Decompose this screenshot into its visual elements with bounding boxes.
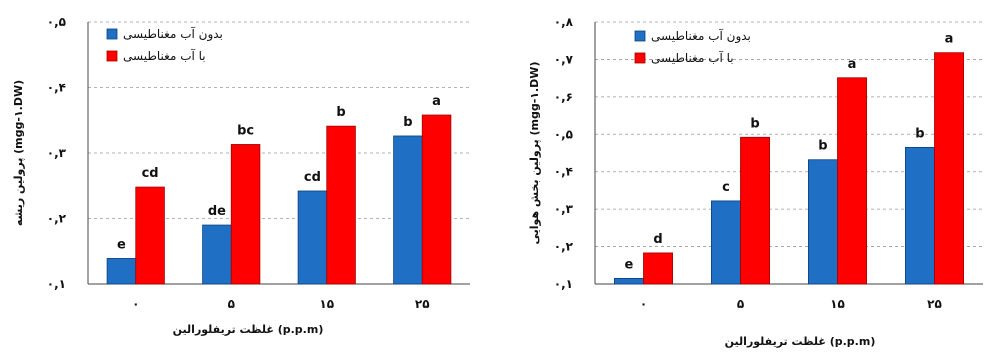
data-labels: e d c b b a b a [625, 32, 954, 273]
bar-without-magnetic-water [297, 190, 328, 285]
bar-data-label: b [915, 126, 924, 141]
y-axis-label: پرولین ریشه (mgg-۱.DW) [12, 80, 25, 226]
x-tick-label: ۵ [737, 297, 744, 311]
bar-data-label: b [818, 139, 827, 154]
bar-data-label: d [653, 232, 662, 247]
bar-data-label: a [432, 94, 441, 109]
bar-without-magnetic-water [807, 159, 838, 285]
bar-data-label: de [208, 204, 226, 219]
bar-data-label: bc [237, 123, 254, 138]
bar-data-label: e [625, 257, 634, 272]
tick-labels: ۰,۱ ۰,۲ ۰,۳ ۰,۴ ۰,۵ ۰ ۵ ۱۵ ۲۵ [47, 15, 430, 311]
bar-without-magnetic-water [106, 258, 137, 285]
y-tick-label: ۰,۲ [554, 240, 574, 254]
bar-with-magnetic-water [934, 52, 965, 285]
chart-root-proline: e cd de bc cd b b a ۰,۱ ۰,۲ ۰,۳ ۰,۴ ۰,۵ ۰ ۵ ۱۵ ۲۵ بدون … [12, 15, 470, 336]
bar-data-label: b [336, 105, 345, 120]
bars [614, 52, 965, 285]
x-axis-label: غلظت تریفلورالین (p.p.m) [173, 323, 324, 336]
gridlines [595, 21, 983, 247]
data-labels: e cd de bc cd b b a [117, 94, 441, 252]
bar-without-magnetic-water [202, 224, 232, 285]
x-tick-label: ۱۵ [319, 297, 334, 311]
legend-label: با آب مغناطیسی [651, 50, 734, 65]
legend-label: با آب مغناطیسی [123, 48, 206, 63]
x-tick-label: ۰ [132, 297, 139, 311]
y-tick-label: ۰,۴ [554, 165, 573, 179]
bars [106, 114, 452, 285]
bar-without-magnetic-water [710, 200, 741, 285]
y-tick-label: ۰,۱ [47, 277, 66, 291]
y-tick-label: ۰,۳ [47, 146, 67, 160]
bar-data-label: a [945, 32, 954, 47]
legend-label: بدون آب مغناطیسی [651, 28, 751, 44]
legend-swatch [106, 28, 118, 40]
bar-data-label: b [403, 115, 412, 130]
bar-without-magnetic-water [904, 146, 935, 285]
y-tick-label: ۰,۴ [47, 81, 66, 95]
bar-data-label: cd [142, 166, 159, 181]
legend-swatch [634, 52, 646, 64]
bar-with-magnetic-water [421, 114, 452, 285]
y-tick-label: ۰,۸ [554, 15, 574, 29]
bar-with-magnetic-water [740, 136, 771, 285]
y-tick-label: ۰,۷ [554, 52, 574, 66]
x-tick-label: ۰ [640, 297, 647, 311]
bar-without-magnetic-water [614, 277, 644, 285]
x-axis-label: غلظت تریفلورالین (p.p.m) [725, 335, 876, 348]
y-tick-label: ۰,۶ [554, 90, 573, 104]
tick-labels: ۰,۱ ۰,۲ ۰,۳ ۰,۴ ۰,۵ ۰,۶ ۰,۷ ۰,۸ ۰ ۵ ۱۵ ۲۵ [554, 15, 942, 311]
x-tick-label: ۲۵ [927, 297, 942, 311]
y-tick-label: ۰,۵ [554, 127, 573, 141]
y-axis-label: پرولین بخش هوایی (mgg-۱.DW) [528, 62, 541, 245]
y-tick-label: ۰,۵ [47, 15, 66, 29]
legend-label: بدون آب مغناطیسی [123, 26, 223, 42]
bar-data-label: cd [304, 170, 321, 185]
legend: بدون آب مغناطیسی با آب مغناطیسی [106, 26, 223, 63]
y-tick-label: ۰,۳ [554, 202, 574, 216]
x-tick-label: ۱۵ [830, 297, 845, 311]
bar-without-magnetic-water [393, 135, 423, 285]
bar-data-label: e [117, 237, 126, 252]
bar-with-magnetic-water [643, 252, 674, 285]
bar-data-label: a [848, 57, 857, 72]
bar-with-magnetic-water [837, 77, 868, 285]
bar-with-magnetic-water [230, 144, 261, 285]
x-tick-label: ۲۵ [415, 297, 430, 311]
bar-data-label: c [722, 180, 730, 195]
legend-swatch [634, 30, 646, 42]
y-tick-label: ۰,۲ [47, 212, 67, 226]
legend: بدون آب مغناطیسی با آب مغناطیسی [634, 28, 751, 65]
bar-with-magnetic-water [135, 186, 165, 285]
bar-data-label: b [750, 116, 759, 131]
bar-with-magnetic-water [326, 125, 356, 285]
x-tick-label: ۵ [228, 297, 235, 311]
y-tick-label: ۰,۱ [554, 277, 573, 291]
legend-swatch [106, 50, 118, 62]
